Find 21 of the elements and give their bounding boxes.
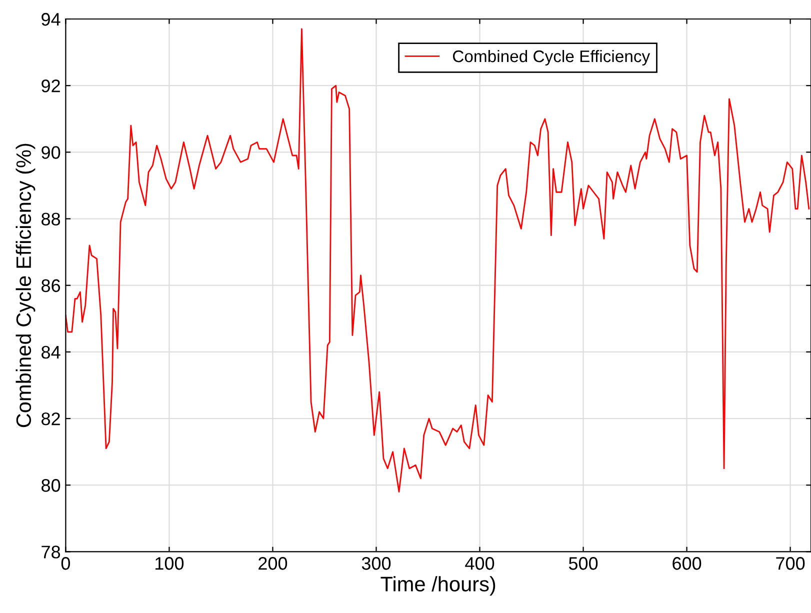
x-tick-label: 0 — [61, 557, 70, 570]
y-tick-label: 80 — [42, 479, 60, 492]
y-tick-label: 84 — [42, 346, 60, 359]
x-axis-title: Time /hours) — [380, 576, 496, 596]
line-series — [66, 28, 810, 492]
y-axis-title: Combined Cycle Efficiency (%) — [16, 144, 36, 428]
x-tick-label: 300 — [362, 557, 391, 570]
x-tick-label: 700 — [776, 557, 805, 570]
y-tick-label: 92 — [42, 80, 60, 92]
legend-label: Combined Cycle Efficiency — [453, 50, 650, 66]
x-tick-label: 100 — [156, 557, 184, 570]
x-tick-label: 400 — [465, 557, 494, 570]
y-tick-label: 82 — [42, 412, 60, 426]
x-tick-label: 600 — [672, 557, 702, 570]
y-tick-label: 78 — [42, 546, 60, 558]
x-tick-label: 200 — [258, 557, 288, 570]
y-tick-label: 94 — [42, 12, 60, 26]
y-tick-label: 90 — [42, 146, 60, 159]
y-tick-label: 86 — [42, 279, 60, 292]
x-tick-label: 500 — [568, 557, 598, 570]
y-tick-label: 88 — [42, 212, 60, 226]
